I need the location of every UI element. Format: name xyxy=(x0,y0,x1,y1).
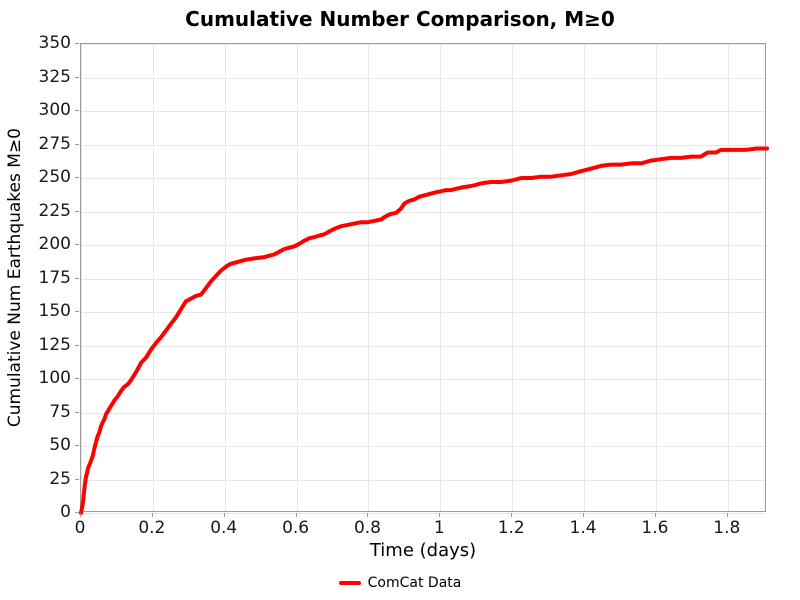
gridline-y xyxy=(81,144,765,146)
y-tick-label: 275 xyxy=(38,133,71,154)
gridline-y xyxy=(81,178,765,179)
gridline-y xyxy=(81,278,765,280)
y-tick-label: 200 xyxy=(38,234,71,254)
legend: ComCat Data xyxy=(0,570,800,596)
series-plot xyxy=(79,146,769,515)
y-axis-tick xyxy=(75,411,79,413)
gridline-y xyxy=(81,211,765,213)
gridline-x xyxy=(81,44,82,511)
y-tick-label: 0 xyxy=(60,502,71,522)
x-axis-tick xyxy=(80,513,81,517)
y-axis-tick xyxy=(75,277,79,279)
y-axis-tick xyxy=(75,445,79,446)
gridline-y xyxy=(81,245,765,246)
y-tick-label: 150 xyxy=(38,301,71,321)
y-tick-label: 50 xyxy=(49,435,71,455)
y-tick-label: 350 xyxy=(38,33,71,53)
gridline-y xyxy=(81,345,765,347)
x-tick-label: 0.4 xyxy=(210,518,238,538)
y-axis-tick xyxy=(75,311,79,312)
y-tick-label: 250 xyxy=(38,167,71,187)
x-tick-label: 0.6 xyxy=(282,518,310,538)
gridline-x xyxy=(584,44,586,511)
x-axis-tick xyxy=(583,513,585,517)
x-tick-label: 1.6 xyxy=(641,518,669,538)
gridline-y xyxy=(81,446,765,447)
y-tick-label: 300 xyxy=(38,100,71,120)
gridline-y xyxy=(81,44,765,45)
x-tick-label: 1 xyxy=(433,518,445,538)
x-axis-tick xyxy=(223,513,225,517)
y-axis-tick xyxy=(75,143,79,145)
x-tick-label: 1.4 xyxy=(569,518,597,538)
x-axis-title: Time (days) xyxy=(369,540,477,561)
gridline-y xyxy=(81,111,765,112)
y-axis-tick xyxy=(75,344,79,346)
gridline-x xyxy=(296,44,298,511)
y-tick-label: 25 xyxy=(49,468,71,489)
x-tick-label: 0 xyxy=(74,518,86,538)
x-axis-tick xyxy=(726,513,728,517)
x-axis-tick xyxy=(511,513,513,517)
y-axis-tick xyxy=(75,43,79,44)
y-tick-label: 100 xyxy=(38,368,71,388)
gridline-y xyxy=(81,513,765,514)
y-axis-tick xyxy=(75,378,79,379)
y-axis-tick xyxy=(75,76,79,78)
gridline-y xyxy=(81,379,765,380)
x-tick-label: 0.2 xyxy=(138,518,166,538)
y-axis-tick xyxy=(75,210,79,212)
x-axis-tick xyxy=(295,513,297,517)
y-tick-label: 125 xyxy=(38,334,71,355)
gridline-y xyxy=(81,312,765,313)
gridline-y xyxy=(81,479,765,481)
y-axis-tick xyxy=(75,478,79,480)
gridline-y xyxy=(81,412,765,414)
gridline-x xyxy=(368,44,370,511)
x-axis-tick xyxy=(367,513,369,517)
x-tick-label: 1.8 xyxy=(713,518,741,538)
gridline-x xyxy=(224,44,226,511)
x-tick-label: 1.2 xyxy=(497,518,525,538)
y-axis-tick xyxy=(75,512,79,513)
y-tick-label: 75 xyxy=(49,401,71,422)
legend-label: ComCat Data xyxy=(367,575,462,591)
x-axis-tick xyxy=(151,513,153,517)
y-axis-tick xyxy=(75,244,79,245)
legend-swatch-comcat xyxy=(338,581,361,585)
x-axis-tick xyxy=(654,513,656,517)
y-tick-label: 175 xyxy=(38,267,71,288)
y-axis-tick xyxy=(75,110,79,111)
gridline-x xyxy=(512,44,514,511)
gridline-x xyxy=(655,44,657,511)
gridline-x xyxy=(727,44,729,511)
x-axis-tick xyxy=(439,513,441,517)
gridline-y xyxy=(81,77,765,79)
x-tick-label: 0.8 xyxy=(353,518,381,538)
y-tick-label: 225 xyxy=(38,200,71,221)
y-tick-label: 325 xyxy=(38,66,71,87)
chart-title: Cumulative Number Comparison, M≥0 xyxy=(185,7,615,31)
gridline-x xyxy=(152,44,154,511)
plot-panel xyxy=(79,43,769,515)
gridline-x xyxy=(440,44,442,511)
series-line-comcat xyxy=(79,146,769,515)
y-axis-tick xyxy=(75,177,79,178)
